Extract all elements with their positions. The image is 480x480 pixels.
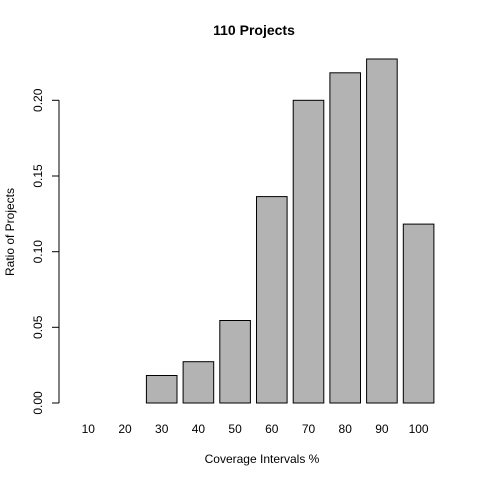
y-axis-label: Ratio of Projects — [3, 188, 17, 276]
x-tick-label: 100 — [409, 422, 429, 436]
x-tick-label: 70 — [302, 422, 316, 436]
x-tick-label: 50 — [228, 422, 242, 436]
x-tick-label: 80 — [339, 422, 353, 436]
y-tick-label: 0.10 — [31, 240, 45, 264]
bar-50 — [219, 320, 251, 404]
x-tick-label: 10 — [82, 422, 96, 436]
x-tick-label: 90 — [375, 422, 389, 436]
bar-70 — [292, 99, 325, 404]
bar-90 — [366, 58, 398, 404]
bar-80 — [329, 72, 361, 404]
x-tick-label: 40 — [192, 422, 206, 436]
y-tick-label: 0.15 — [31, 164, 45, 188]
y-tick-label: 0.00 — [31, 391, 45, 415]
bars-group — [145, 58, 435, 404]
x-tick-labels: 10 20 30 40 50 60 70 80 90 100 — [82, 422, 429, 436]
y-tick-label: 0.20 — [31, 88, 45, 112]
x-tick-label: 30 — [155, 422, 169, 436]
chart-title: 110 Projects — [213, 22, 295, 38]
bar-100 — [402, 223, 435, 404]
bar-40 — [182, 361, 215, 404]
bar-60 — [256, 196, 288, 404]
bar-30 — [145, 375, 178, 404]
x-axis-label: Coverage Intervals % — [205, 452, 320, 466]
x-tick-label: 20 — [118, 422, 132, 436]
y-tick-label: 0.05 — [31, 315, 45, 339]
y-axis: 0.00 0.05 0.10 0.15 0.20 — [31, 88, 60, 415]
x-tick-label: 60 — [265, 422, 279, 436]
